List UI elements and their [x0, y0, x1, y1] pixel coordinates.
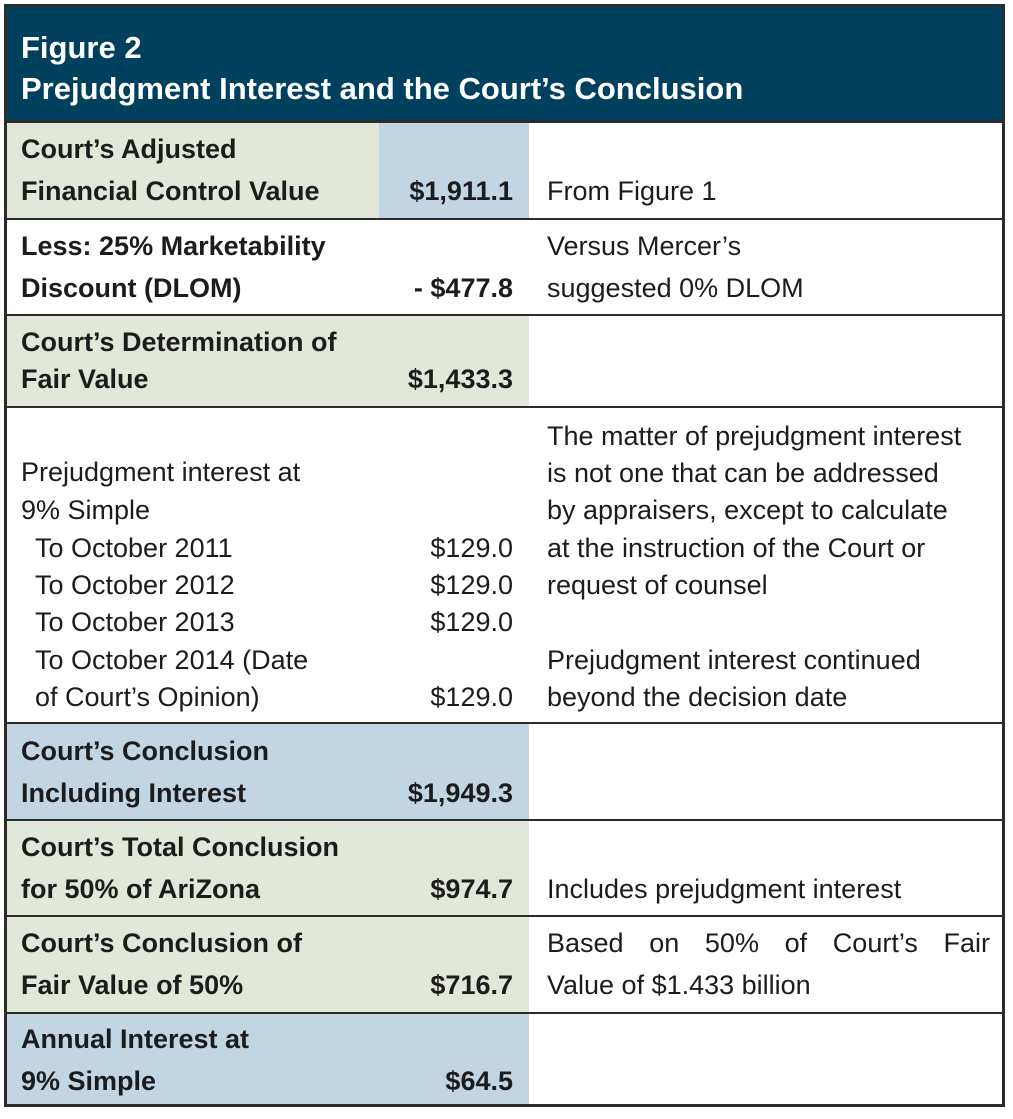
interest-label-line2: 9% Simple — [21, 495, 151, 525]
row-note: Includes prejudgment interest — [547, 874, 902, 904]
row-fair-value-50: Court’s Conclusion of Fair Value of 50% … — [7, 917, 1002, 1014]
interest-item-value: $129.0 — [430, 533, 513, 563]
figure-number: Figure 2 — [21, 30, 142, 65]
row-note-cell — [529, 724, 1002, 819]
row-prejudgment-interest: Prejudgment interest at 9% Simple To Oct… — [7, 408, 1002, 724]
row-note: From Figure 1 — [547, 176, 717, 206]
row-label-line2: 9% Simple — [21, 1066, 157, 1096]
row-value: $716.7 — [430, 970, 513, 1000]
row-note-cell: Versus Mercer’s suggested 0% DLOM — [529, 220, 1002, 314]
row-value: $1,433.3 — [407, 364, 513, 394]
interest-label-line1: Prejudgment interest at — [21, 457, 301, 487]
row-note-cell — [529, 316, 1002, 406]
row-fair-value: Court’s Determination of Fair Value $1,4… — [7, 316, 1002, 408]
row-note-cell — [529, 1014, 1002, 1104]
row-label-line1: Less: 25% Marketability — [21, 231, 326, 261]
interest-item-label: To October 2012 — [35, 570, 235, 600]
row-value-cell: $716.7 — [379, 917, 529, 1012]
row-label-line2: Fair Value — [21, 364, 149, 394]
row-value: - $477.8 — [413, 273, 513, 303]
row-label-cell: Court’s Conclusion of Fair Value of 50% — [7, 917, 379, 1012]
row-note-cell: The matter of prejudgment interest is no… — [529, 408, 1002, 722]
row-note-line1: Based on 50% of Court’s Fair — [547, 928, 990, 958]
row-note-cell: Based on 50% of Court’s Fair Value of $1… — [529, 917, 1002, 1012]
interest-item-label: To October 2011 — [35, 533, 233, 563]
interest-item-label: To October 2014 (Date — [35, 645, 309, 675]
row-label-line1: Annual Interest at — [21, 1024, 250, 1054]
interest-item-label: of Court’s Opinion) — [35, 682, 260, 712]
row-value: $1,911.1 — [409, 176, 513, 206]
interest-note2-line1: Prejudgment interest continued — [547, 645, 921, 675]
row-note-line2: Value of $1.433 billion — [547, 970, 811, 1000]
row-value-cell: - $477.8 — [379, 220, 529, 314]
row-value-cell: $129.0 $129.0 $129.0 $129.0 — [379, 408, 529, 722]
row-label-cell: Court’s Total Conclusion for 50% of AriZ… — [7, 821, 379, 915]
row-value-cell: $64.5 — [379, 1014, 529, 1104]
row-value-cell: $1,433.3 — [379, 316, 529, 406]
interest-item-value: $129.0 — [430, 682, 513, 712]
row-label-line1: Court’s Conclusion of — [21, 928, 302, 958]
row-label-line2: for 50% of AriZona — [21, 874, 261, 904]
row-dlom: Less: 25% Marketability Discount (DLOM) … — [7, 220, 1002, 316]
row-label-line2: Including Interest — [21, 778, 247, 808]
row-label-line1: Court’s Total Conclusion — [21, 832, 339, 862]
row-label-line2: Fair Value of 50% — [21, 970, 244, 1000]
row-label-line2: Discount (DLOM) — [21, 273, 242, 303]
row-label-cell: Annual Interest at 9% Simple — [7, 1014, 379, 1104]
interest-note-line: The matter of prejudgment interest — [547, 421, 962, 451]
row-label-cell: Court’s Adjusted Financial Control Value — [7, 123, 379, 218]
figure-table: Figure 2 Prejudgment Interest and the Co… — [4, 4, 1005, 1107]
interest-note-line: by appraisers, except to calculate — [547, 495, 948, 525]
row-value: $1,949.3 — [407, 778, 513, 808]
row-label-cell: Prejudgment interest at 9% Simple To Oct… — [7, 408, 379, 722]
row-label-line1: Court’s Adjusted — [21, 134, 237, 164]
interest-note2-line2: beyond the decision date — [547, 682, 848, 712]
row-value-cell: $1,949.3 — [379, 724, 529, 819]
row-adjusted-control-value: Court’s Adjusted Financial Control Value… — [7, 123, 1002, 220]
row-value: $64.5 — [445, 1066, 513, 1096]
interest-note-line: request of counsel — [547, 570, 768, 600]
interest-item-value: $129.0 — [430, 607, 513, 637]
row-note-cell: From Figure 1 — [529, 123, 1002, 218]
row-note-line2: suggested 0% DLOM — [547, 273, 804, 303]
interest-note-line: at the instruction of the Court or — [547, 533, 926, 563]
row-label-cell: Court’s Conclusion Including Interest — [7, 724, 379, 819]
row-total-conclusion: Court’s Total Conclusion for 50% of AriZ… — [7, 821, 1002, 917]
figure-title: Prejudgment Interest and the Court’s Con… — [21, 71, 744, 106]
row-label-line2: Financial Control Value — [21, 176, 320, 206]
row-label-cell: Less: 25% Marketability Discount (DLOM) — [7, 220, 379, 314]
figure-header: Figure 2 Prejudgment Interest and the Co… — [7, 7, 1002, 123]
interest-item-value: $129.0 — [430, 570, 513, 600]
row-value-cell: $974.7 — [379, 821, 529, 915]
row-label-cell: Court’s Determination of Fair Value — [7, 316, 379, 406]
row-value: $974.7 — [430, 874, 513, 904]
row-conclusion-including-interest: Court’s Conclusion Including Interest $1… — [7, 724, 1002, 821]
row-annual-interest: Annual Interest at 9% Simple $64.5 — [7, 1014, 1002, 1104]
row-value-cell: $1,911.1 — [379, 123, 529, 218]
row-note-cell: Includes prejudgment interest — [529, 821, 1002, 915]
row-label-line1: Court’s Conclusion — [21, 736, 269, 766]
row-label-line1: Court’s Determination of — [21, 327, 337, 357]
row-note-line1: Versus Mercer’s — [547, 231, 742, 261]
interest-item-label: To October 2013 — [35, 607, 235, 637]
interest-note-line: is not one that can be addressed — [547, 458, 939, 488]
